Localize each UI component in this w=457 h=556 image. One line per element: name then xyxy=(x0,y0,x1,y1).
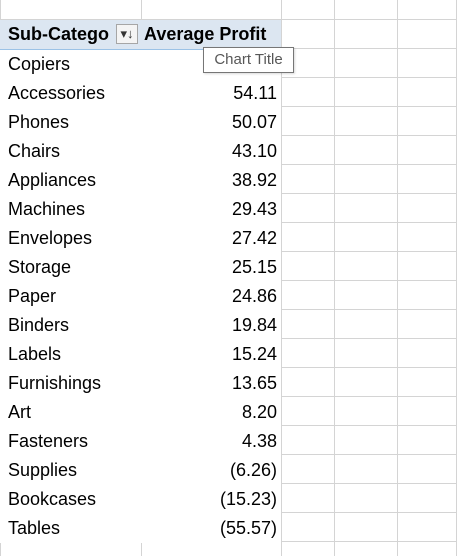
table-row[interactable]: Bookcases (15.23) xyxy=(0,485,281,514)
average-profit-cell[interactable]: 38.92 xyxy=(231,170,277,190)
average-profit-cell[interactable]: 27.42 xyxy=(231,228,277,248)
sort-filter-icon[interactable]: ▾↓ xyxy=(116,24,138,44)
sub-category-cell[interactable]: Supplies xyxy=(8,460,78,480)
average-profit-cell[interactable]: 50.07 xyxy=(231,112,277,132)
table-row[interactable]: Chairs 43.10 xyxy=(0,137,281,166)
sub-category-cell[interactable]: Phones xyxy=(8,112,70,132)
table-row[interactable]: Machines 29.43 xyxy=(0,195,281,224)
average-profit-cell[interactable]: 54.11 xyxy=(233,83,277,103)
table-row[interactable]: Labels 15.24 xyxy=(0,340,281,369)
sub-category-cell[interactable]: Art xyxy=(8,402,32,422)
sub-category-cell[interactable]: Labels xyxy=(8,344,62,364)
grid-line xyxy=(397,0,398,556)
average-profit-cell[interactable]: 15.24 xyxy=(231,344,277,364)
table-row[interactable]: Storage 25.15 xyxy=(0,253,281,282)
table-row[interactable]: Fasteners 4.38 xyxy=(0,427,281,456)
average-profit-cell[interactable]: 19.84 xyxy=(231,315,277,335)
average-profit-cell[interactable]: (6.26) xyxy=(229,460,277,480)
table-row[interactable]: Binders 19.84 xyxy=(0,311,281,340)
average-profit-cell[interactable]: (15.23) xyxy=(219,489,277,509)
table-row[interactable]: Envelopes 27.42 xyxy=(0,224,281,253)
table-row[interactable]: Furnishings 13.65 xyxy=(0,369,281,398)
table-row[interactable]: Supplies (6.26) xyxy=(0,456,281,485)
pivot-table: Sub-Catego ▾↓ Average Profit Copiers Acc… xyxy=(0,20,281,543)
table-row[interactable]: Appliances 38.92 xyxy=(0,166,281,195)
average-profit-cell[interactable]: 25.15 xyxy=(231,257,277,277)
table-row[interactable]: Paper 24.86 xyxy=(0,282,281,311)
average-profit-cell[interactable]: 24.86 xyxy=(231,286,277,306)
table-row[interactable]: Art 8.20 xyxy=(0,398,281,427)
average-profit-cell[interactable]: 43.10 xyxy=(231,141,277,161)
sub-category-cell[interactable]: Envelopes xyxy=(8,228,93,248)
average-profit-header[interactable]: Average Profit xyxy=(144,24,267,44)
average-profit-cell[interactable]: 4.38 xyxy=(241,431,277,451)
sub-category-cell[interactable]: Accessories xyxy=(8,83,106,103)
grid-line xyxy=(334,0,335,556)
sub-category-cell[interactable]: Furnishings xyxy=(8,373,102,393)
sub-category-cell[interactable]: Appliances xyxy=(8,170,97,190)
grid-line xyxy=(0,19,457,20)
chart-title-tooltip: Chart Title xyxy=(203,47,294,73)
sub-category-cell[interactable]: Paper xyxy=(8,286,57,306)
average-profit-cell[interactable]: 13.65 xyxy=(231,373,277,393)
sub-category-cell[interactable]: Fasteners xyxy=(8,431,89,451)
sub-category-cell[interactable]: Copiers xyxy=(8,54,71,74)
sub-category-header[interactable]: Sub-Catego xyxy=(8,24,109,44)
average-profit-cell[interactable]: 29.43 xyxy=(231,199,277,219)
pivot-header-row: Sub-Catego ▾↓ Average Profit xyxy=(0,20,281,50)
table-row[interactable]: Tables (55.57) xyxy=(0,514,281,543)
sub-category-cell[interactable]: Storage xyxy=(8,257,72,277)
sub-category-cell[interactable]: Machines xyxy=(8,199,86,219)
sub-category-cell[interactable]: Binders xyxy=(8,315,70,335)
sub-category-cell[interactable]: Chairs xyxy=(8,141,61,161)
average-profit-cell[interactable]: (55.57) xyxy=(219,518,277,538)
grid-line xyxy=(281,0,282,556)
sub-category-cell[interactable]: Bookcases xyxy=(8,489,97,509)
sub-category-cell[interactable]: Tables xyxy=(8,518,61,538)
average-profit-cell[interactable]: 8.20 xyxy=(241,402,277,422)
table-row[interactable]: Phones 50.07 xyxy=(0,108,281,137)
table-row[interactable]: Accessories 54.11 xyxy=(0,79,281,108)
